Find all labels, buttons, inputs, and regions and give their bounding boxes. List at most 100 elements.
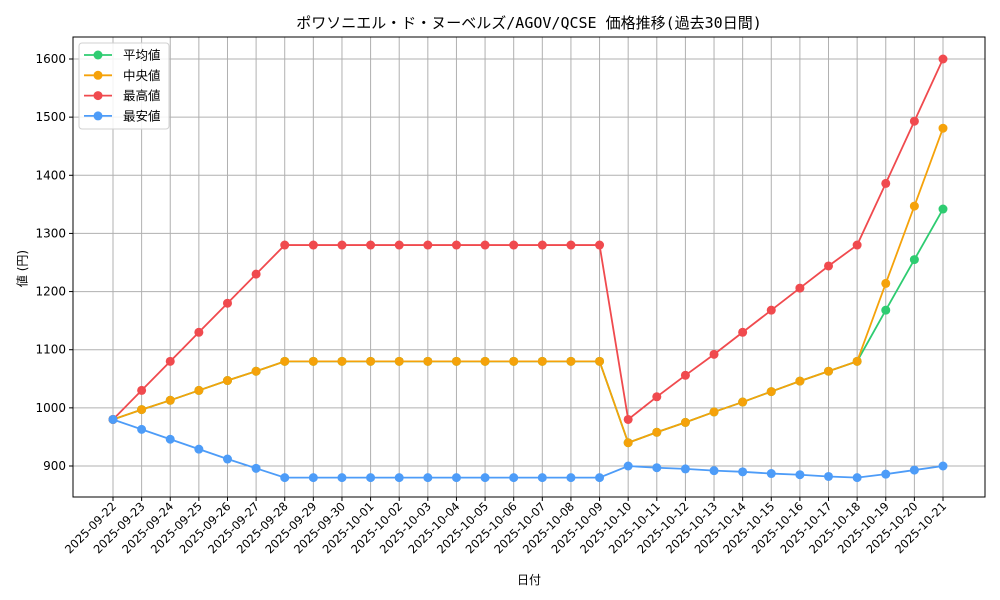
data-point (137, 424, 147, 434)
data-point (766, 305, 776, 315)
data-point (537, 356, 547, 366)
data-point (108, 414, 118, 424)
data-point (595, 356, 605, 366)
data-point (623, 414, 633, 424)
series-line (108, 204, 948, 448)
data-point (366, 473, 376, 483)
plot-frame (72, 36, 986, 498)
y-tick-label: 900 (43, 459, 66, 473)
data-point (251, 463, 261, 473)
y-tick-label: 1000 (35, 401, 66, 415)
data-point (881, 178, 891, 188)
data-point (451, 473, 461, 483)
data-point (165, 395, 175, 405)
data-point (938, 461, 948, 471)
series-line (108, 123, 948, 448)
data-point (909, 255, 919, 265)
data-point (480, 356, 490, 366)
data-point (766, 387, 776, 397)
data-point (852, 240, 862, 250)
data-point (137, 385, 147, 395)
data-point (451, 240, 461, 250)
data-point (194, 327, 204, 337)
data-point (566, 473, 576, 483)
data-point (680, 370, 690, 380)
data-point (680, 464, 690, 474)
data-point (423, 240, 433, 250)
legend-label: 最安値 (123, 108, 161, 123)
data-point (738, 327, 748, 337)
series-line (108, 54, 948, 424)
data-point (480, 473, 490, 483)
data-point (251, 366, 261, 376)
data-point (881, 469, 891, 479)
data-point (709, 349, 719, 359)
x-axis-label: 日付 (516, 573, 541, 587)
data-point (766, 469, 776, 479)
x-axis: 2025-09-222025-09-232025-09-242025-09-25… (62, 497, 949, 556)
data-point (280, 356, 290, 366)
data-point (537, 473, 547, 483)
data-point (852, 473, 862, 483)
y-tick-label: 1300 (35, 226, 66, 240)
data-point (909, 116, 919, 126)
data-point (308, 473, 318, 483)
legend-label: 最高値 (123, 88, 161, 103)
data-point (394, 473, 404, 483)
data-point (623, 438, 633, 448)
legend-label: 平均値 (123, 48, 161, 63)
data-point (308, 356, 318, 366)
data-point (394, 240, 404, 250)
data-point (366, 356, 376, 366)
data-point (738, 467, 748, 477)
y-axis-label: 値 (円) (15, 249, 30, 288)
data-point (938, 204, 948, 214)
data-point (595, 473, 605, 483)
data-point (652, 427, 662, 437)
data-point (509, 473, 519, 483)
data-point (280, 240, 290, 250)
data-point (680, 417, 690, 427)
data-point (938, 123, 948, 133)
y-tick-label: 1500 (35, 110, 66, 124)
data-point (451, 356, 461, 366)
data-point (366, 240, 376, 250)
data-point (165, 434, 175, 444)
data-point (566, 356, 576, 366)
legend-marker-icon (93, 50, 103, 60)
y-tick-label: 1400 (35, 168, 66, 182)
data-point (394, 356, 404, 366)
data-point (824, 261, 834, 271)
data-point (423, 473, 433, 483)
data-point (795, 376, 805, 386)
data-point (738, 397, 748, 407)
legend-marker-icon (93, 91, 103, 101)
data-point (509, 356, 519, 366)
data-point (709, 407, 719, 417)
data-point (337, 240, 347, 250)
data-point (137, 405, 147, 415)
data-point (881, 305, 891, 315)
data-point (566, 240, 576, 250)
data-point (337, 356, 347, 366)
data-point (251, 269, 261, 279)
data-point (652, 392, 662, 402)
data-point (222, 454, 232, 464)
y-tick-label: 1100 (35, 343, 66, 357)
data-point (881, 278, 891, 288)
y-tick-label: 1600 (35, 52, 66, 66)
data-point (852, 356, 862, 366)
chart-title: ポワソニエル・ド・ヌーベルズ/AGOV/QCSE 価格推移(過去30日間) (296, 14, 762, 32)
data-point (280, 473, 290, 483)
data-point (824, 366, 834, 376)
data-point (194, 385, 204, 395)
data-point (795, 283, 805, 293)
data-point (423, 356, 433, 366)
grid (73, 37, 985, 497)
data-point (337, 473, 347, 483)
data-point (509, 240, 519, 250)
data-point (165, 356, 175, 366)
legend-label: 中央値 (123, 68, 161, 83)
